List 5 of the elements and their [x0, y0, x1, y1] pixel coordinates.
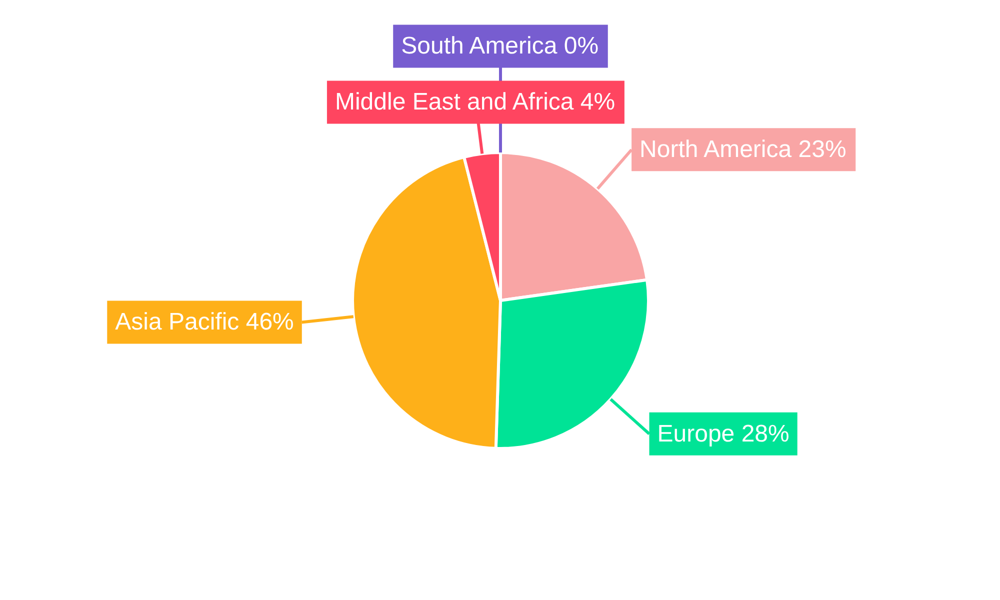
slice-label: Asia Pacific 46% — [115, 308, 294, 336]
category-label: South America 0% — [401, 32, 599, 60]
slice-label: Europe 28% — [657, 420, 790, 448]
slice-label: Middle East and Africa 4% — [334, 88, 616, 116]
slice-label: North America 23% — [640, 136, 846, 164]
